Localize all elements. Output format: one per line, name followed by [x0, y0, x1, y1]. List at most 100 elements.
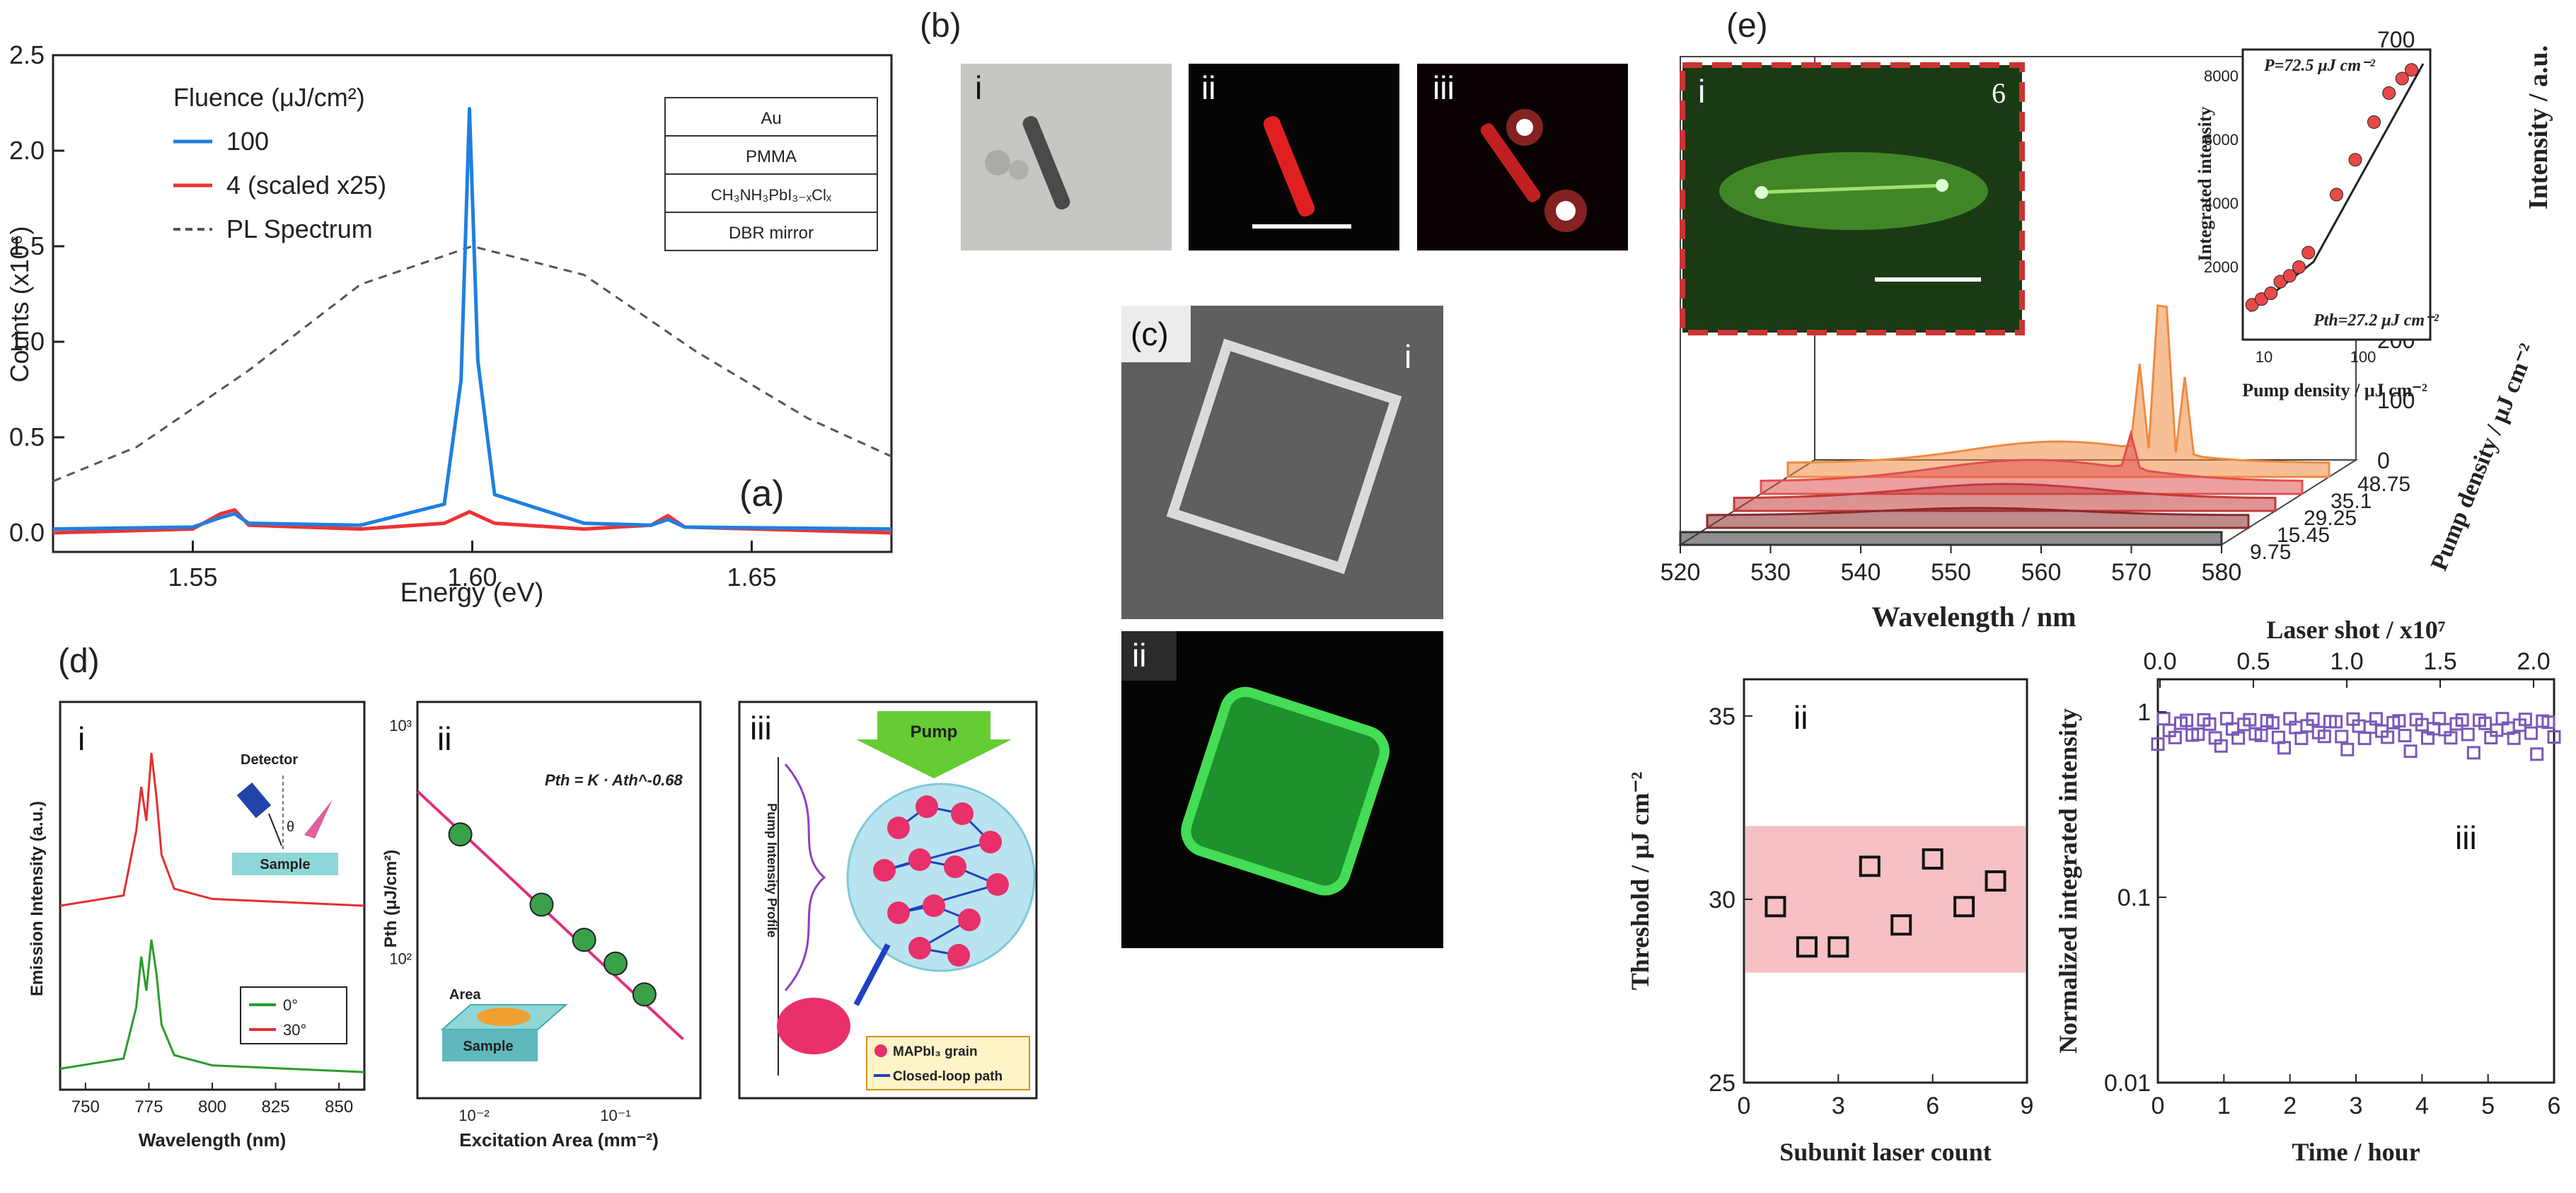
- panel-d-i-ticks: 750 775 800 825 850: [71, 1083, 353, 1117]
- panel-d-iii-legend: MAPbI₃ grain Closed-loop path: [866, 1036, 1030, 1090]
- data-point: [2191, 727, 2205, 742]
- inset-x-tick-label: 10: [2256, 348, 2272, 366]
- inset-point: [2395, 71, 2409, 86]
- data-point: [2294, 731, 2309, 745]
- inset-y-tick-label: 2000: [2204, 258, 2239, 276]
- data-point: [2168, 730, 2182, 744]
- x2-tick-label: 1.0: [2330, 648, 2363, 675]
- legend-loop: Closed-loop path: [893, 1069, 1003, 1084]
- data-point: [2392, 714, 2406, 728]
- data-point: [2455, 713, 2469, 727]
- x-tick-label: 530: [1750, 559, 1791, 586]
- x-tick-label: 0: [1738, 1093, 1751, 1119]
- y-tick-label: 0.1: [2118, 884, 2151, 911]
- grain: [944, 855, 966, 878]
- grain: [873, 859, 896, 882]
- inset-d-iii-pump: Pump: [911, 722, 958, 742]
- x-tick-label: 825: [262, 1097, 290, 1117]
- data-point: [1953, 896, 1975, 918]
- depth-tick-label: 48.75: [2357, 473, 2410, 496]
- layer-stack-diagram: Au PMMA CH₃NH₃PbI₃₋ₓClₓ DBR mirror: [664, 97, 878, 251]
- x2-tick-label: 0.0: [2143, 648, 2176, 675]
- panel-a: 1.55 1.60 1.65 0.0 0.5 1.0 1.5 2.0 2.5 Counts (x…: [5, 40, 893, 608]
- data-point: [572, 928, 596, 952]
- inset-point: [2292, 260, 2306, 274]
- layer-au: Au: [761, 109, 781, 128]
- y-tick-label: 1: [2137, 699, 2151, 726]
- panel-d-ii-frame: [416, 701, 702, 1100]
- y-tick-label: 10³: [389, 717, 412, 734]
- x-tick-label: 6: [1926, 1093, 1939, 1119]
- data-point: [1827, 936, 1849, 958]
- grain: [923, 894, 945, 917]
- y-tick-label: 2.5: [9, 40, 45, 69]
- area-diagram: Area Sample: [440, 987, 568, 1061]
- grain-network: [873, 795, 1009, 967]
- data-point: [529, 892, 554, 917]
- data-point: [2381, 730, 2395, 744]
- data-point: [2335, 730, 2349, 744]
- legend-label-100: 100: [226, 127, 269, 156]
- data-point: [2403, 744, 2418, 759]
- panel-e-iii-ticks: 0 1 2 3 4 5 6 0.0 0.5 1.0 1.5 2.0 0.01 0.1 1: [2104, 648, 2561, 1119]
- x-tick-label: 750: [71, 1097, 100, 1117]
- panel-b-i-label: i: [975, 69, 982, 106]
- z-tick-label: 0: [2377, 448, 2390, 473]
- data-point: [2277, 741, 2292, 755]
- panel-d-i-ylabel: Emission Intensity (a.u.): [28, 801, 47, 996]
- data-point: [1890, 914, 1912, 936]
- data-point: [2265, 716, 2280, 730]
- inset-point: [2405, 63, 2418, 77]
- x-tick-label: 4: [2415, 1093, 2429, 1119]
- data-point: [2180, 713, 2194, 727]
- panel-e-ii-series: [1745, 826, 2026, 973]
- data-point: [2478, 716, 2493, 730]
- data-point: [2156, 712, 2171, 726]
- y-tick-label: 30: [1709, 887, 1735, 914]
- legend-grain: MAPbI₃ grain: [893, 1044, 978, 1059]
- legend-label-0deg: 0°: [283, 996, 298, 1014]
- panel-d-ii-ticks: 10⁻² 10⁻¹ 10³ 10²: [389, 717, 631, 1124]
- waterfall-series-48.75: [1786, 304, 2330, 478]
- x-tick-label: 0: [2152, 1093, 2165, 1119]
- micrograph-b-iii: [1417, 64, 1628, 250]
- x-tick-label: 570: [2111, 559, 2152, 586]
- series-line-100: [52, 107, 892, 531]
- inset-x-tick-label: 100: [2350, 348, 2376, 366]
- data-point: [2518, 713, 2532, 727]
- grain: [887, 817, 910, 839]
- data-point: [2340, 742, 2355, 756]
- inset-point: [2382, 86, 2396, 100]
- y-tick-label: 0.5: [9, 422, 45, 451]
- data-point: [2202, 717, 2217, 731]
- threshold-band: [1745, 826, 2026, 973]
- waterfall-series-29.25: [1733, 483, 2277, 512]
- x-tick-label: 2: [2283, 1093, 2297, 1119]
- data-point: [1764, 896, 1786, 918]
- panel-e-ii-xlabel: Subunit laser count: [1779, 1138, 1991, 1166]
- data-point: [1796, 936, 1818, 958]
- x-tick-label: 550: [1931, 559, 1971, 586]
- data-point: [2231, 731, 2246, 745]
- data-point: [2541, 715, 2555, 730]
- inset-d-i-detector: Detector: [241, 752, 298, 768]
- panel-e-iii-label: iii: [2455, 819, 2477, 856]
- panel-e-ii-ticks: 0 3 6 9 25 30 35: [1709, 703, 2033, 1119]
- grain: [916, 795, 938, 818]
- panel-d-ii-formula: Pth = K · Ath^-0.68: [545, 771, 683, 789]
- y-tick-label: 0.0: [9, 518, 45, 547]
- inset-d-iii-profile: Pump Intensity Profile: [765, 803, 779, 938]
- x-tick-label: 5: [2481, 1093, 2495, 1119]
- panel-e-i-zlabel: Pump density / μJ cm⁻²: [2426, 340, 2541, 575]
- panel-e-i-xlabel: Wavelength / nm: [1872, 601, 2077, 633]
- legend-label-4: 4 (scaled x25): [226, 171, 386, 200]
- x-tick-label: 775: [134, 1097, 163, 1117]
- data-point: [2524, 726, 2539, 740]
- inset-y-tick-label: 8000: [2204, 67, 2239, 85]
- panel-e-inset-p: P=72.5 μJ cm⁻²: [2263, 57, 2376, 75]
- detector-diagram: Sample Detector θ: [232, 752, 338, 875]
- y-tick-label: 1.5: [9, 231, 45, 260]
- panel-b-label: (b): [920, 7, 961, 45]
- inset-d-ii-sample: Sample: [463, 1039, 513, 1054]
- data-point: [2357, 731, 2372, 745]
